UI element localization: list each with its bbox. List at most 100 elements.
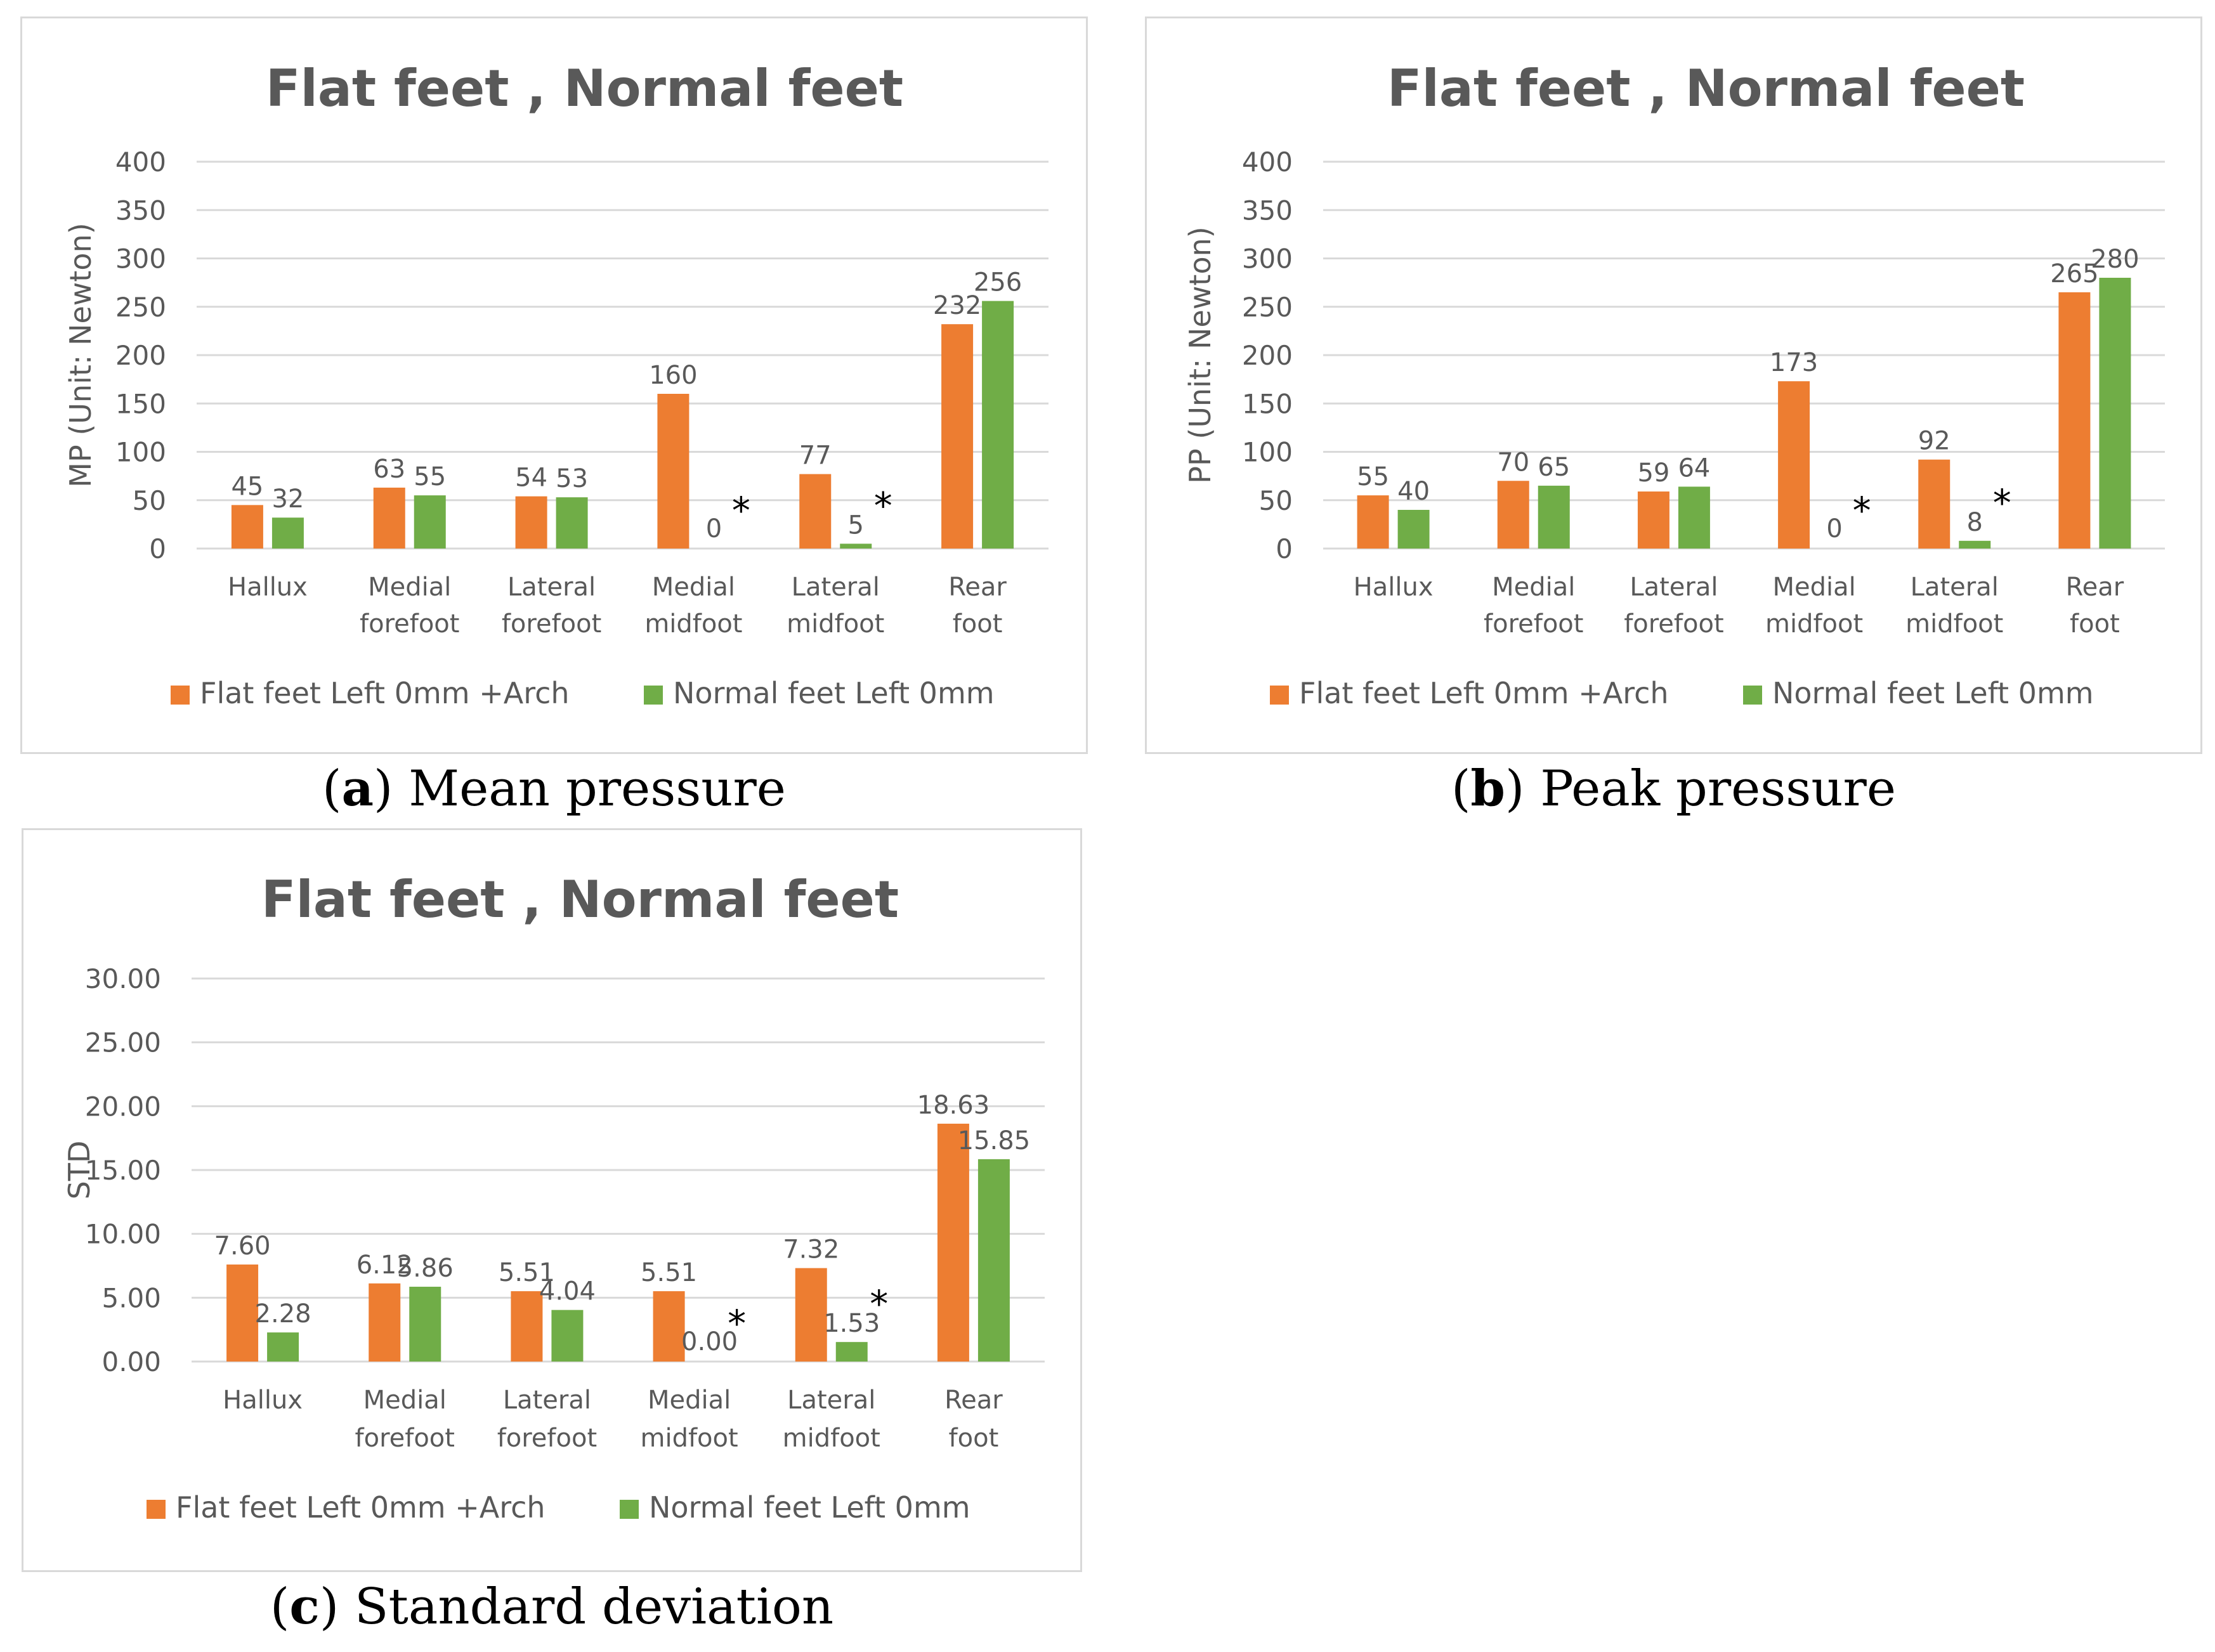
data-label: 265	[2050, 259, 2098, 289]
legend: Flat feet Left 0mm +Arch Normal feet Left…	[171, 676, 995, 710]
y-tick-label: 30.00	[85, 963, 161, 994]
data-label: 232	[933, 291, 981, 320]
y-tick-label: 15.00	[85, 1155, 161, 1186]
x-category-label: Lateral forefoot	[1624, 573, 1723, 639]
legend-swatch-flat-feet	[147, 1500, 166, 1519]
bar-normal-feet	[835, 1342, 868, 1362]
x-category-line: Hallux	[223, 1386, 303, 1415]
y-tick-label: 300	[115, 244, 166, 275]
legend-label: Normal feet Left 0mm	[673, 676, 995, 710]
x-category-line: Rear	[944, 1386, 1003, 1415]
y-tick-label: 350	[1242, 195, 1293, 226]
y-tick-label: 300	[1242, 244, 1293, 275]
bar-flat-feet	[653, 1291, 685, 1362]
bar-normal-feet	[1959, 540, 1991, 549]
bar-normal-feet	[1678, 486, 1710, 549]
y-tick-label: 250	[115, 292, 166, 323]
x-category-line: Lateral	[507, 573, 596, 602]
legend-swatch-flat-feet	[171, 686, 190, 705]
x-category-label: Rear foot	[944, 1386, 1003, 1453]
significance-mark: *	[870, 1282, 888, 1325]
bar-flat-feet	[369, 1283, 401, 1362]
x-category-line: Hallux	[228, 573, 308, 602]
x-category-line: foot	[2070, 609, 2120, 639]
data-label: 160	[649, 361, 697, 390]
y-tick-label: 50	[1259, 485, 1293, 516]
data-label: 5.51	[641, 1258, 697, 1287]
chart-title: Flat feet , Normal feet	[266, 59, 903, 118]
standard-deviation-chart: Flat feet , Normal feet 0.00 5.00 10.00 15.0…	[62, 870, 1045, 1525]
x-category-line: Medial	[1772, 573, 1855, 602]
significance-mark: *	[874, 484, 892, 527]
y-tick-label: 10.00	[85, 1219, 161, 1250]
bar-flat-feet	[1637, 491, 1669, 549]
x-category-label: Lateral forefoot	[502, 573, 601, 639]
legend: Flat feet Left 0mm +Arch Normal feet Left…	[1270, 676, 2094, 710]
x-category-label: Medial forefoot	[1484, 573, 1583, 639]
y-tick-label: 150	[1242, 388, 1293, 419]
data-label: 0	[1826, 514, 1842, 543]
x-category-line: Lateral	[787, 1386, 875, 1415]
y-tick-label: 100	[115, 437, 166, 468]
x-category-line: midfoot	[640, 1424, 738, 1453]
y-tick-label: 150	[115, 388, 166, 419]
data-label: 15.85	[958, 1126, 1031, 1155]
bar-flat-feet	[795, 1268, 827, 1362]
bar-normal-feet	[556, 497, 588, 549]
x-category-line: forefoot	[1484, 609, 1583, 639]
y-axis-label: PP (Unit: Newton)	[1183, 226, 1217, 483]
data-label: 65	[1538, 453, 1570, 482]
bar-flat-feet	[1918, 459, 1950, 549]
bar-flat-feet	[1497, 481, 1529, 549]
chart-frame-standard-deviation: Flat feet , Normal feet 0.00 5.00 10.00 15.0…	[22, 828, 1082, 1572]
data-label: 63	[373, 455, 405, 484]
y-tick-label: 20.00	[85, 1091, 161, 1122]
legend-swatch-normal-feet	[620, 1500, 639, 1519]
data-label: 55	[1357, 462, 1389, 491]
data-label: 77	[799, 441, 832, 471]
data-label: 92	[1918, 427, 1950, 456]
bar-flat-feet	[226, 1264, 259, 1362]
chart-title: Flat feet , Normal feet	[1387, 59, 2025, 118]
y-tick-label: 400	[115, 146, 166, 178]
bar-flat-feet	[937, 1123, 969, 1362]
caption-mean-pressure: (a) Mean pressure	[322, 760, 786, 817]
data-label: 5	[848, 511, 864, 540]
data-label: 45	[231, 472, 263, 501]
x-category-label: Hallux	[1354, 573, 1434, 602]
data-label: 54	[515, 464, 547, 493]
data-label: 40	[1397, 477, 1430, 506]
x-category-label: Medial midfoot	[640, 1386, 738, 1453]
x-category-label: Rear foot	[948, 573, 1007, 639]
x-category-line: Rear	[2066, 573, 2124, 602]
x-category-label: Medial forefoot	[360, 573, 459, 639]
x-category-line: Medial	[1492, 573, 1575, 602]
data-label: 53	[556, 464, 588, 493]
data-label: 18.63	[917, 1091, 990, 1120]
chart-frame-peak-pressure: Flat feet , Normal feet 0 50 100 150 200 250 30…	[1145, 16, 2202, 754]
data-label: 55	[414, 462, 446, 491]
data-label: 0	[706, 514, 722, 543]
legend-label: Flat feet Left 0mm +Arch	[176, 1490, 546, 1525]
x-category-line: midfoot	[644, 609, 742, 639]
bar-flat-feet	[941, 324, 974, 549]
x-category-label: Rear foot	[2066, 573, 2124, 639]
bar-normal-feet	[551, 1310, 584, 1362]
data-label: 5.51	[499, 1258, 555, 1287]
x-category-line: midfoot	[783, 1424, 880, 1453]
x-category-line: forefoot	[1624, 609, 1723, 639]
bar-flat-feet	[231, 505, 263, 549]
bar-normal-feet	[414, 495, 446, 549]
x-category-label: Lateral midfoot	[783, 1386, 880, 1453]
y-tick-label: 25.00	[85, 1027, 161, 1058]
data-label: 70	[1497, 448, 1529, 477]
bar-flat-feet	[515, 496, 547, 549]
data-label: 5.86	[397, 1254, 454, 1283]
x-category-label: Hallux	[228, 573, 308, 602]
data-label: 173	[1770, 348, 1818, 377]
bar-normal-feet	[2099, 278, 2131, 549]
x-category-line: Lateral	[1911, 573, 1999, 602]
x-category-line: foot	[953, 609, 1003, 639]
peak-pressure-chart: Flat feet , Normal feet 0 50 100 150 200 250 30…	[1183, 59, 2165, 710]
x-category-line: forefoot	[502, 609, 601, 639]
